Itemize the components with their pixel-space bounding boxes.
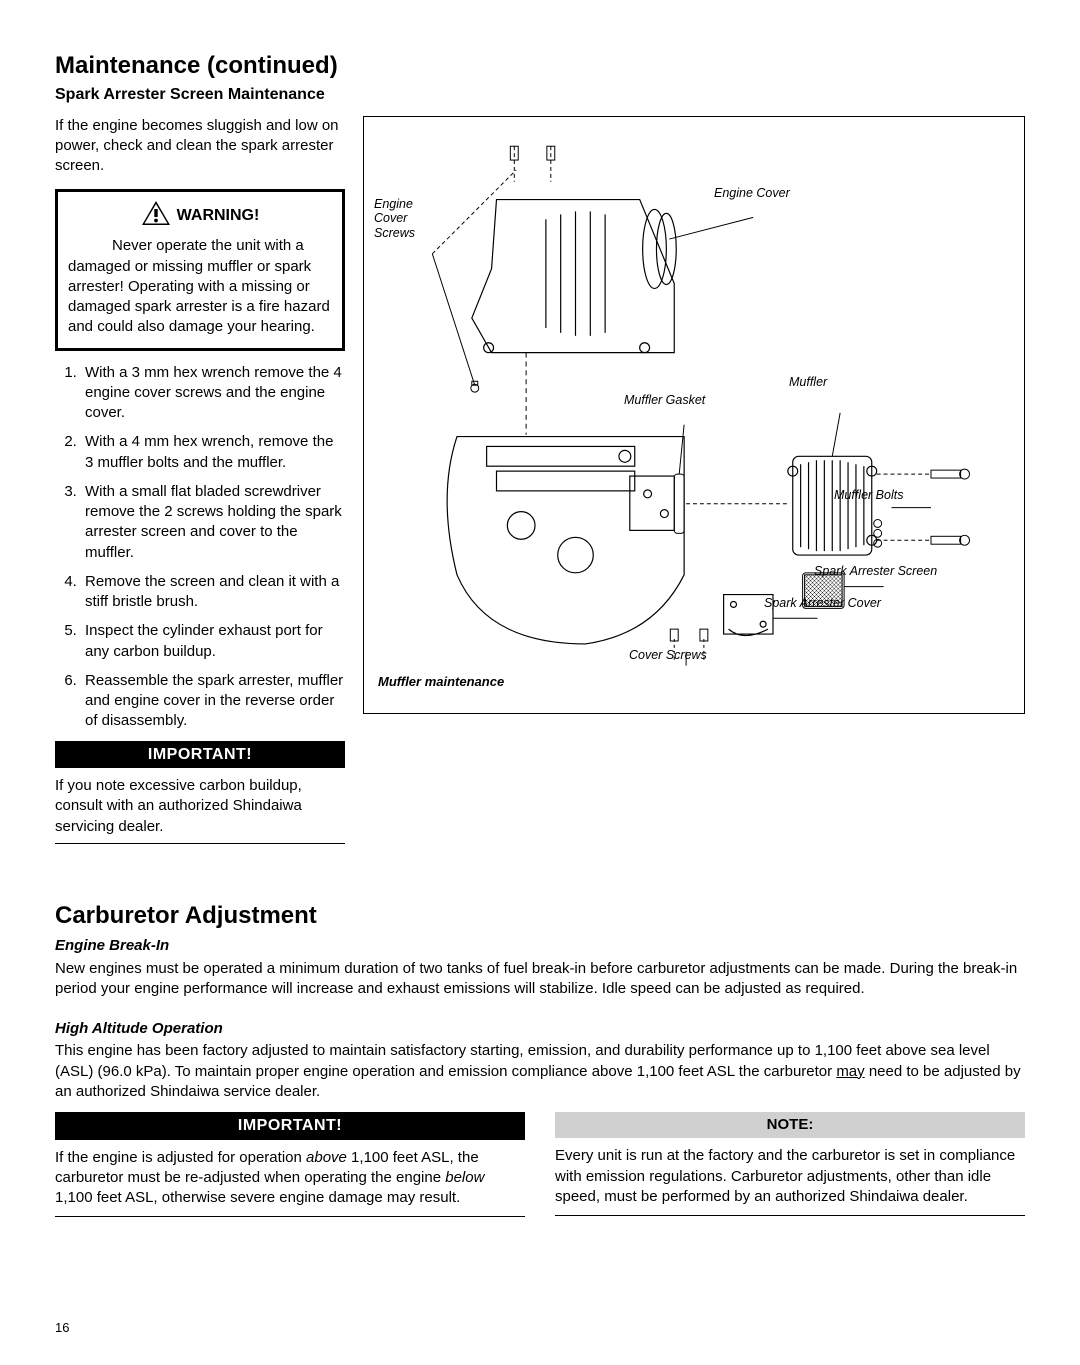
page-number: 16	[55, 1319, 69, 1337]
important-bar-spark: IMPORTANT!	[55, 741, 345, 769]
step-3: With a small flat bladed screwdriver rem…	[81, 482, 345, 563]
note-bar: NOTE:	[555, 1112, 1025, 1138]
breakin-label: Engine Break-In	[55, 936, 1025, 956]
carburetor-section: Carburetor Adjustment Engine Break-In Ne…	[55, 900, 1025, 1217]
label-spark-cover: Spark Arrester Cover	[764, 595, 881, 612]
step-1: With a 3 mm hex wrench remove the 4 engi…	[81, 363, 345, 424]
post-important-text: If you note excessive carbon buildup, co…	[55, 776, 345, 837]
breakin-body: New engines must be operated a minimum d…	[55, 959, 1025, 1000]
label-engine-cover: Engine Cover	[714, 185, 790, 202]
note-column: NOTE: Every unit is run at the factory a…	[555, 1112, 1025, 1217]
warning-box: WARNING! Never operate the unit with a d…	[55, 189, 345, 351]
right-column: EngineCoverScrews Engine Cover Muffler M…	[363, 116, 1025, 844]
label-engine-cover-screws: EngineCoverScrews	[374, 197, 415, 240]
intro-text: If the engine becomes sluggish and low o…	[55, 116, 345, 177]
high-alt-label: High Altitude Operation	[55, 1019, 1025, 1039]
warning-label: WARNING!	[177, 205, 260, 227]
carb-title: Carburetor Adjustment	[55, 900, 1025, 932]
main-columns: If the engine becomes sluggish and low o…	[55, 116, 1025, 844]
warning-body: Never operate the unit with a damaged or…	[68, 236, 332, 337]
note-body: Every unit is run at the factory and the…	[555, 1146, 1025, 1216]
step-2: With a 4 mm hex wrench, remove the 3 muf…	[81, 432, 345, 473]
label-spark-screen: Spark Arrester Screen	[814, 563, 937, 580]
warning-header: WARNING!	[68, 200, 332, 233]
label-muffler-gasket: Muffler Gasket	[624, 392, 705, 409]
left-column: If the engine becomes sluggish and low o…	[55, 116, 345, 844]
bottom-row: IMPORTANT! If the engine is adjusted for…	[55, 1112, 1025, 1217]
warning-icon	[141, 200, 171, 233]
diagram-caption: Muffler maintenance	[378, 673, 1010, 691]
important-bar-carb: IMPORTANT!	[55, 1112, 525, 1140]
diagram-box: EngineCoverScrews Engine Cover Muffler M…	[363, 116, 1025, 714]
page-title: Maintenance (continued)	[55, 50, 1025, 82]
label-cover-screws: Cover Screws	[629, 647, 707, 664]
label-muffler-bolts: Muffler Bolts	[834, 487, 903, 504]
step-4: Remove the screen and clean it with a st…	[81, 572, 345, 613]
step-5: Inspect the cylinder exhaust port for an…	[81, 621, 345, 662]
important-column: IMPORTANT! If the engine is adjusted for…	[55, 1112, 525, 1217]
page-subtitle: Spark Arrester Screen Maintenance	[55, 84, 1025, 106]
important-body: If the engine is adjusted for operation …	[55, 1148, 525, 1218]
high-alt-body: This engine has been factory adjusted to…	[55, 1041, 1025, 1102]
steps-list: With a 3 mm hex wrench remove the 4 engi…	[55, 363, 345, 732]
step-6: Reassemble the spark arrester, muffler a…	[81, 671, 345, 732]
label-muffler: Muffler	[789, 374, 827, 391]
